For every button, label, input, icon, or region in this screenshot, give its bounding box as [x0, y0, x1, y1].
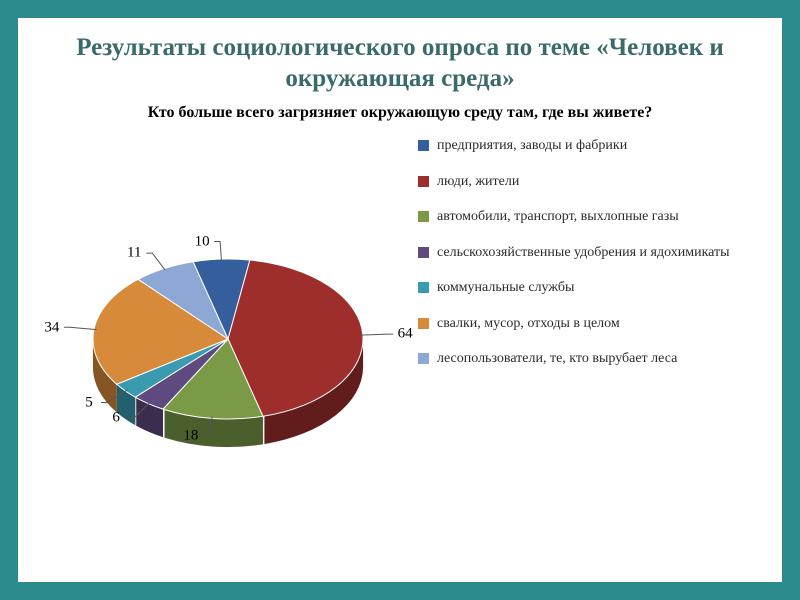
legend-item: лесопользователи, те, кто вырубает леса	[418, 350, 762, 368]
legend-item: коммунальные службы	[418, 279, 762, 297]
legend-swatch	[418, 318, 429, 329]
slide-frame: Результаты социологического опроса по те…	[0, 0, 800, 600]
legend-label: автомобили, транспорт, выхлопные газы	[437, 208, 762, 226]
content-row: 106418653411 предприятия, заводы и фабри…	[38, 129, 762, 489]
legend-swatch	[418, 247, 429, 258]
chart-question: Кто больше всего загрязняет окружающую с…	[38, 103, 762, 124]
legend-item: предприятия, заводы и фабрики	[418, 137, 762, 155]
legend-item: свалки, мусор, отходы в целом	[418, 315, 762, 333]
legend-swatch	[418, 140, 429, 151]
legend-label: предприятия, заводы и фабрики	[437, 137, 762, 155]
legend-label: сельскохозяйственные удобрения и ядохими…	[437, 244, 762, 262]
pie-svg	[38, 129, 418, 489]
pie-chart: 106418653411	[38, 129, 418, 489]
legend-swatch	[418, 353, 429, 364]
legend-item: автомобили, транспорт, выхлопные газы	[418, 208, 762, 226]
slide-card: Результаты социологического опроса по те…	[18, 18, 782, 582]
legend-swatch	[418, 176, 429, 187]
legend-swatch	[418, 211, 429, 222]
legend: предприятия, заводы и фабрики люди, жител…	[418, 129, 762, 386]
legend-label: лесопользователи, те, кто вырубает леса	[437, 350, 762, 368]
legend-item: сельскохозяйственные удобрения и ядохими…	[418, 244, 762, 262]
legend-label: люди, жители	[437, 173, 762, 191]
legend-label: коммунальные службы	[437, 279, 762, 297]
main-title: Результаты социологического опроса по те…	[38, 32, 762, 95]
legend-swatch	[418, 282, 429, 293]
legend-label: свалки, мусор, отходы в целом	[437, 315, 762, 333]
legend-item: люди, жители	[418, 173, 762, 191]
